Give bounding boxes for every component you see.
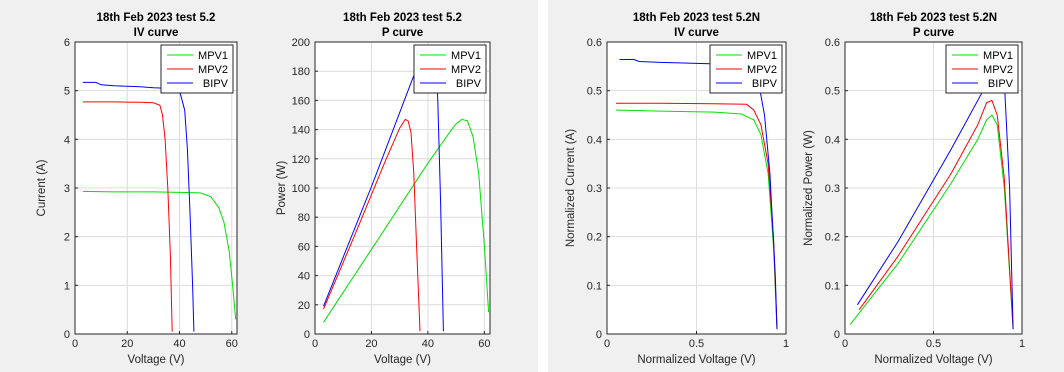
chart-subtitle: IV curve — [674, 27, 719, 39]
legend-label-bipv: BIPV — [456, 78, 482, 90]
x-tick-label: 40 — [173, 338, 185, 350]
series-line-mpv2 — [323, 118, 421, 332]
legend-label-mpv1: MPV1 — [198, 50, 228, 62]
chart-subtitle: P curve — [913, 27, 954, 39]
plot-frame — [74, 41, 238, 335]
legend-label-bipv: BIPV — [752, 78, 778, 90]
series-line-mpv2 — [858, 99, 1014, 330]
legend-label-mpv1: MPV1 — [747, 50, 777, 62]
legend-label-bipv: BIPV — [203, 78, 229, 90]
y-tick-label: 140 — [292, 125, 310, 137]
legend-label-mpv2: MPV2 — [983, 64, 1013, 76]
x-tick-label: 60 — [226, 338, 238, 350]
x-tick-label: 20 — [365, 338, 377, 350]
y-tick-label: 0.5 — [587, 86, 602, 98]
y-tick-label: 0.3 — [587, 183, 602, 195]
y-tick-label: 2 — [64, 232, 70, 244]
x-tick-label: 0 — [312, 338, 318, 350]
plot-frame — [606, 41, 787, 335]
y-tick-label: 5 — [64, 86, 70, 98]
series-line-mpv1 — [82, 190, 237, 320]
legend-label-mpv1: MPV1 — [451, 50, 481, 62]
y-tick-label: 160 — [292, 95, 310, 107]
y-tick-label: 200 — [292, 37, 310, 49]
chart-title: 18th Feb 2023 test 5.2 — [97, 12, 216, 24]
plot-frame — [844, 41, 1023, 335]
legend-label-mpv2: MPV2 — [198, 64, 228, 76]
y-axis-label: Current (A) — [36, 159, 48, 216]
y-tick-label: 0.1 — [587, 280, 602, 292]
y-tick-label: 0 — [64, 329, 70, 341]
x-tick-label: 60 — [478, 338, 490, 350]
y-tick-label: 0.2 — [587, 232, 602, 244]
x-tick-label: 0 — [604, 338, 610, 350]
y-tick-label: 0.2 — [825, 232, 840, 244]
y-tick-label: 0.5 — [825, 86, 840, 98]
legend: MPV1 MPV2 BIPV — [945, 44, 1019, 94]
legend-label-bipv: BIPV — [988, 78, 1014, 90]
series-line-bipv — [82, 81, 195, 332]
x-tick-label: 0 — [842, 338, 848, 350]
chart-subtitle: IV curve — [134, 27, 179, 39]
chart-1: 0 20 40 60 0 1 2 3 4 5 6 18th Feb 2023 test 5.2 IV c… — [36, 12, 238, 366]
x-tick-label: 0.5 — [689, 338, 704, 350]
chart-3: 0 0.5 1 0 0.1 0.2 0.3 0.4 0.5 0.6 18th Feb 2023 te… — [565, 12, 789, 366]
chart-4: 0 0.5 1 0 0.1 0.2 0.3 0.4 0.5 0.6 18th Feb 2023 te… — [803, 12, 1025, 366]
y-tick-label: 80 — [298, 212, 310, 224]
y-tick-label: 120 — [292, 154, 310, 166]
series-line-mpv2 — [82, 101, 173, 332]
chart-title: 18th Feb 2023 test 5.2 — [343, 12, 462, 24]
series-line-mpv1 — [849, 114, 1014, 330]
x-axis-label: Normalized Voltage (V) — [637, 354, 755, 366]
legend: MPV1 MPV2 BIPV — [160, 44, 234, 94]
y-tick-label: 3 — [64, 183, 70, 195]
x-tick-label: 40 — [422, 338, 434, 350]
legend-label-mpv2: MPV2 — [451, 64, 481, 76]
y-tick-label: 0 — [304, 329, 310, 341]
y-axis-label: Normalized Current (A) — [565, 129, 577, 247]
x-tick-label: 0 — [72, 338, 78, 350]
y-tick-label: 60 — [298, 241, 310, 253]
y-tick-label: 0.4 — [587, 134, 602, 146]
window-divider — [538, 0, 548, 372]
y-tick-label: 0 — [834, 329, 840, 341]
x-axis-label: Voltage (V) — [374, 354, 431, 366]
y-tick-label: 100 — [292, 183, 310, 195]
chart-subtitle: P curve — [382, 27, 423, 39]
legend: MPV1 MPV2 BIPV — [709, 44, 783, 94]
y-tick-label: 40 — [298, 271, 310, 283]
plot-frame — [314, 41, 491, 335]
chart-title: 18th Feb 2023 test 5.2N — [633, 12, 760, 24]
legend-label-mpv2: MPV2 — [747, 64, 777, 76]
y-tick-label: 0 — [596, 329, 602, 341]
y-tick-label: 0.6 — [587, 37, 602, 49]
series-line-mpv1 — [323, 118, 490, 323]
chart-2: 0 20 40 60 0 20 40 60 80 100 120 140 160 180 200 18th F… — [276, 12, 491, 366]
x-axis-label: Normalized Voltage (V) — [874, 354, 992, 366]
y-tick-label: 0.4 — [825, 134, 840, 146]
y-tick-label: 6 — [64, 37, 70, 49]
chart-title: 18th Feb 2023 test 5.2N — [870, 12, 997, 24]
y-axis-label: Normalized Power (W) — [803, 130, 815, 246]
x-tick-label: 0.5 — [926, 338, 941, 350]
x-tick-label: 20 — [121, 338, 133, 350]
x-axis-label: Voltage (V) — [128, 354, 185, 366]
y-tick-label: 1 — [64, 280, 70, 292]
x-tick-label: 1 — [1019, 338, 1025, 350]
y-tick-label: 0.6 — [825, 37, 840, 49]
y-tick-label: 20 — [298, 300, 310, 312]
y-tick-label: 0.3 — [825, 183, 840, 195]
legend-label-mpv1: MPV1 — [983, 50, 1013, 62]
y-tick-label: 0.1 — [825, 280, 840, 292]
legend: MPV1 MPV2 BIPV — [413, 44, 487, 94]
x-tick-label: 1 — [783, 338, 789, 350]
y-tick-label: 4 — [64, 134, 70, 146]
y-axis-label: Power (W) — [276, 161, 288, 215]
y-tick-label: 180 — [292, 66, 310, 78]
series-line-mpv1 — [615, 109, 778, 330]
